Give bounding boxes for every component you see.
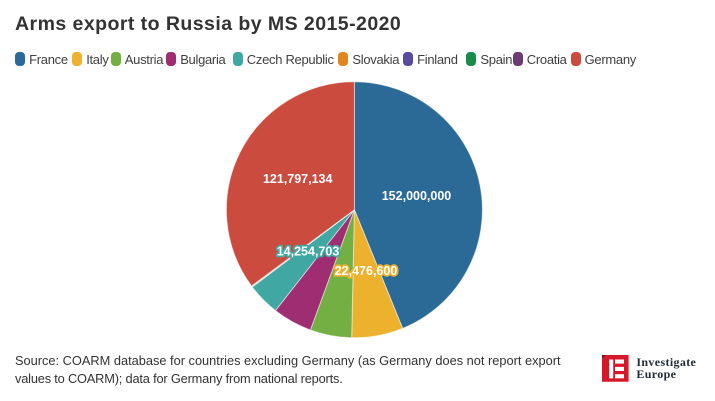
svg-text:121,797,134: 121,797,134	[263, 172, 333, 186]
svg-text:14,254,703: 14,254,703	[277, 245, 340, 259]
svg-text:152,000,000: 152,000,000	[382, 189, 452, 203]
svg-text:22,476,600: 22,476,600	[335, 264, 398, 278]
